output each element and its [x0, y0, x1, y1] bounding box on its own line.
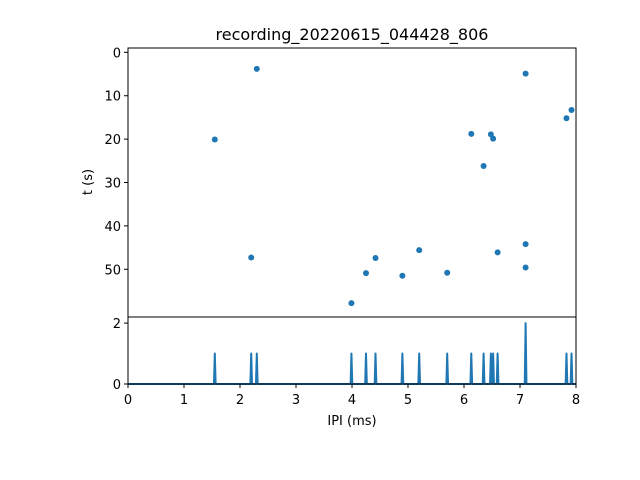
- y-axis-title: t (s): [81, 169, 96, 195]
- scatter-point: [522, 241, 529, 248]
- scatter-y-tick-label: 20: [104, 133, 121, 148]
- scatter-point: [444, 269, 451, 276]
- x-axis-title: IPI (ms): [327, 414, 376, 429]
- scatter-point: [494, 249, 501, 256]
- scatter-point: [399, 272, 406, 279]
- scatter-y-tick-label: 40: [104, 220, 121, 235]
- scatter-point: [211, 136, 218, 143]
- scatter-point: [248, 254, 255, 261]
- chart-title: recording_20220615_044428_806: [216, 25, 489, 45]
- x-tick-label: 2: [236, 393, 244, 408]
- scatter-point: [372, 254, 379, 261]
- x-tick-label: 8: [572, 393, 580, 408]
- scatter-y-tick-label: 0: [113, 46, 121, 61]
- histogram-line: [128, 322, 576, 385]
- scatter-point: [348, 300, 355, 307]
- x-tick-label: 5: [404, 393, 412, 408]
- scatter-point: [568, 107, 575, 114]
- scatter-y-tick-label: 50: [104, 263, 121, 278]
- x-tick-label: 4: [348, 393, 356, 408]
- scatter-point: [490, 135, 497, 142]
- x-tick-label: 6: [460, 393, 468, 408]
- scatter-point: [416, 247, 423, 254]
- scatter-y-tick-label: 10: [104, 90, 121, 105]
- scatter-point: [363, 270, 369, 277]
- x-tick-label: 3: [292, 393, 300, 408]
- x-tick-label: 7: [516, 393, 524, 408]
- histogram-y-ticks: 02: [113, 317, 128, 393]
- scatter-y-ticks: 0 10 20 30 40 50: [104, 46, 128, 278]
- scatter-point: [468, 130, 475, 137]
- scatter-y-tick-label: 30: [104, 177, 121, 192]
- x-ticks: 0 1 2 3 4 5 6 7 8: [124, 384, 580, 408]
- x-tick-label: 1: [180, 393, 188, 408]
- scatter-point: [253, 65, 260, 72]
- scatter-points: [211, 65, 575, 307]
- scatter-point: [563, 115, 570, 122]
- histogram-y-tick-label: 2: [113, 317, 121, 332]
- histogram-y-tick-label: 0: [113, 378, 121, 393]
- scatter-point: [522, 70, 529, 77]
- x-tick-label: 0: [124, 393, 132, 408]
- scatter-point: [522, 264, 529, 271]
- scatter-point: [480, 163, 487, 170]
